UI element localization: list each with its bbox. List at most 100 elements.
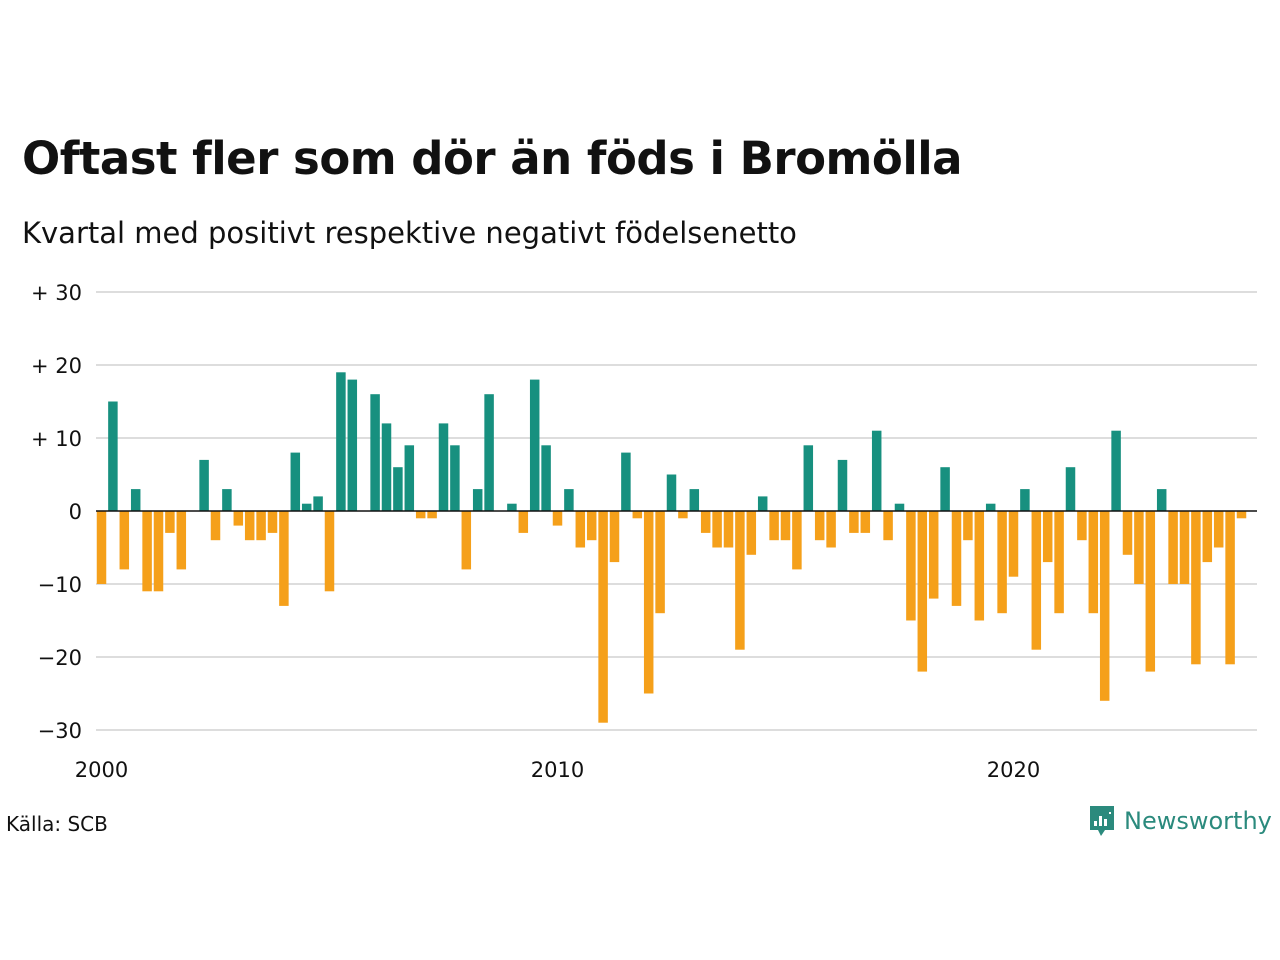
y-tick-label: + 30	[31, 281, 82, 305]
chart-title: Oftast fler som dör än föds i Bromölla	[22, 132, 963, 185]
bar	[723, 511, 734, 548]
bar	[96, 511, 107, 584]
bar	[1134, 511, 1144, 584]
bar	[1168, 511, 1178, 584]
bar	[199, 459, 209, 511]
bar	[393, 467, 403, 511]
bar	[826, 511, 836, 548]
bar	[586, 511, 597, 541]
x-tick-label: 2010	[531, 758, 584, 782]
chart-subtitle: Kvartal med positivt respektive negativt…	[22, 216, 797, 250]
bar	[940, 467, 950, 511]
bar	[324, 511, 335, 592]
bar	[666, 474, 677, 511]
bar	[951, 511, 962, 606]
bar	[153, 511, 164, 592]
bar	[746, 511, 757, 555]
x-tick-label: 2020	[987, 758, 1040, 782]
bar	[461, 511, 472, 570]
bar	[301, 503, 312, 511]
bar	[404, 445, 415, 511]
bar	[712, 511, 722, 548]
bar	[1122, 511, 1133, 555]
bar	[256, 511, 266, 541]
bar	[450, 445, 460, 511]
bar	[575, 511, 586, 548]
bar	[415, 511, 426, 519]
bar	[1225, 511, 1235, 665]
bar	[1054, 511, 1064, 614]
bar	[1236, 511, 1247, 519]
bar	[1213, 511, 1224, 548]
brand-name: Newsworthy	[1124, 807, 1272, 835]
bar	[1111, 430, 1121, 511]
bar	[381, 423, 392, 511]
bar	[484, 394, 494, 511]
bar	[689, 489, 700, 511]
bar	[142, 511, 152, 592]
bar	[621, 452, 631, 511]
bar	[552, 511, 563, 526]
y-tick-label: + 10	[31, 427, 82, 451]
bar	[165, 511, 175, 533]
bar	[347, 379, 358, 511]
bar	[1145, 511, 1156, 672]
bar	[529, 379, 540, 511]
bar	[1156, 489, 1167, 511]
bar	[313, 496, 323, 511]
bar	[1202, 511, 1213, 563]
bar	[803, 445, 814, 511]
bar	[290, 452, 301, 511]
bar	[267, 511, 278, 533]
bar	[1065, 467, 1076, 511]
bar	[130, 489, 141, 511]
bar	[609, 511, 620, 563]
bar	[233, 511, 244, 526]
bar	[541, 445, 551, 511]
bars	[96, 372, 1247, 723]
bar	[837, 459, 848, 511]
bar	[963, 511, 973, 541]
bar	[860, 511, 871, 533]
bar	[1179, 511, 1190, 584]
bar	[814, 511, 825, 541]
bar	[883, 511, 893, 541]
bar	[871, 430, 882, 511]
bar	[974, 511, 985, 621]
bar	[928, 511, 939, 599]
bar	[906, 511, 916, 621]
bar	[176, 511, 187, 570]
bar	[1077, 511, 1087, 541]
bar	[472, 489, 483, 511]
bar	[1191, 511, 1201, 665]
bar	[917, 511, 928, 672]
newsworthy-logo-icon	[1090, 806, 1114, 836]
bar	[1099, 511, 1110, 701]
bar	[564, 489, 574, 511]
bar	[279, 511, 289, 606]
bar	[757, 496, 768, 511]
brand-logo: Newsworthy	[1088, 804, 1272, 838]
x-tick-label: 2000	[75, 758, 128, 782]
bar	[985, 503, 996, 511]
bar	[108, 401, 118, 511]
bar	[1008, 511, 1019, 577]
y-tick-label: −20	[38, 646, 82, 670]
bar	[849, 511, 859, 533]
bar	[769, 511, 779, 541]
bar	[427, 511, 437, 519]
bar	[735, 511, 745, 650]
bar	[632, 511, 643, 519]
bar	[119, 511, 130, 570]
bar	[244, 511, 255, 541]
y-tick-label: −10	[38, 573, 82, 597]
axes: + 30 + 20 + 10 0 −10 −20 −30 2000 2010 2020	[31, 281, 1257, 782]
bar	[780, 511, 791, 541]
bar	[997, 511, 1007, 614]
bar	[210, 511, 221, 541]
bar	[1020, 489, 1030, 511]
bar	[1042, 511, 1053, 563]
bar	[1088, 511, 1099, 614]
bar	[222, 489, 232, 511]
